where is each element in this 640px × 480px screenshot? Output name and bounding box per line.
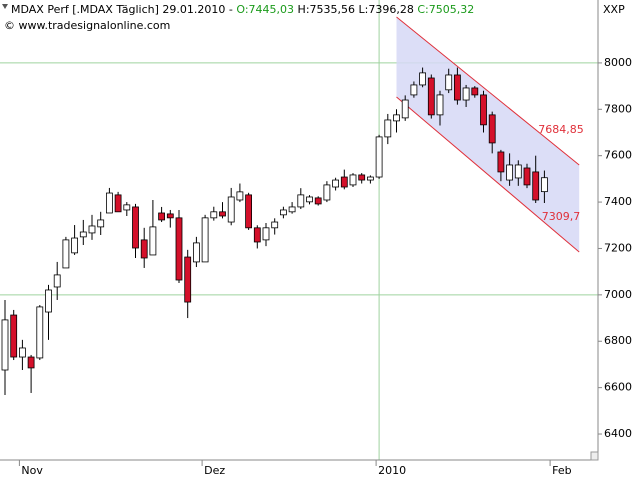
candle-body <box>36 306 44 359</box>
candle-body <box>262 227 270 241</box>
candle-body <box>532 171 540 201</box>
candle-body <box>166 213 174 219</box>
x-tick-label: Nov <box>21 464 43 477</box>
x-tick-label: 2010 <box>378 464 406 477</box>
candle-body <box>114 194 122 213</box>
candle-body <box>236 191 244 201</box>
y-tick-label: 6600 <box>604 381 632 394</box>
candle-body <box>349 174 357 186</box>
candle-body <box>253 227 261 243</box>
channel-line <box>396 96 580 253</box>
candle-body <box>1 319 9 371</box>
candle-body <box>227 196 235 223</box>
copyright: © www.tradesignalonline.com <box>4 19 170 32</box>
candle-body <box>480 94 487 126</box>
candle-body <box>375 136 383 178</box>
y-tick-label: 6400 <box>604 427 632 440</box>
candle-body <box>332 179 340 188</box>
candle-body <box>384 119 392 138</box>
candle-body <box>210 211 218 219</box>
candle-body <box>123 204 131 211</box>
candle-body <box>88 225 96 234</box>
axis-label: XXP <box>603 3 625 16</box>
candle-body <box>445 74 453 91</box>
y-tick-label: 6800 <box>604 334 632 347</box>
plot-area: 7684,85 7309,7 <box>0 0 598 460</box>
candle-body <box>523 167 531 186</box>
candle-body <box>158 212 166 221</box>
candle-body <box>427 77 435 116</box>
candle-body <box>53 274 61 288</box>
title: MDAX Perf [.MDAX Täglich] 29.01.2010 - <box>11 3 233 16</box>
candle-body <box>436 94 444 116</box>
candle-body <box>149 226 157 256</box>
candle-body <box>106 192 113 214</box>
candle-body <box>393 114 400 122</box>
candle-body <box>497 151 505 173</box>
chart-title: MDAX Perf [.MDAX Täglich] 29.01.2010 - O… <box>11 3 474 16</box>
candle-body <box>10 314 18 358</box>
channel-line <box>396 16 580 166</box>
y-tick-label: 7200 <box>604 241 632 254</box>
candle-body <box>27 356 35 369</box>
candle-body <box>45 289 52 313</box>
candle-body <box>219 211 226 217</box>
candle-body <box>488 114 496 144</box>
x-tick-label: Feb <box>552 464 571 477</box>
candle-body <box>314 197 322 205</box>
candle-body <box>471 87 479 96</box>
candle-body <box>358 174 366 181</box>
candle-body <box>366 176 374 181</box>
candle-body <box>18 347 26 358</box>
quote-high-low: H:7535,56 L:7396,28 <box>298 3 414 16</box>
candle-body <box>306 196 313 203</box>
corner-icon <box>590 451 599 461</box>
candle-body <box>201 217 209 263</box>
candle-body <box>288 206 296 213</box>
candle-body <box>541 177 548 193</box>
candle-body <box>410 84 418 96</box>
y-tick-label: 7400 <box>604 195 632 208</box>
candle-body <box>506 164 514 181</box>
y-tick-label: 7800 <box>604 102 632 115</box>
candle-body <box>62 239 70 269</box>
candle-body <box>279 209 287 216</box>
candle-body <box>271 221 279 229</box>
y-tick-label: 7000 <box>604 288 632 301</box>
candle-body <box>245 194 253 229</box>
y-tick-label: 8000 <box>604 56 632 69</box>
candle-body <box>340 176 348 188</box>
menu-icon <box>2 4 8 9</box>
candle-body <box>97 219 105 228</box>
channel-label: 7309,7 <box>542 210 581 223</box>
candle-body <box>514 164 522 179</box>
candle-body <box>175 217 183 281</box>
candle-body <box>184 256 192 303</box>
candle-body <box>462 87 470 101</box>
candle-body <box>323 184 331 201</box>
candle-body <box>132 206 139 249</box>
candle-body <box>71 237 78 254</box>
candle-body <box>401 99 409 119</box>
channel-label: 7684,85 <box>538 123 584 136</box>
y-tick-label: 7600 <box>604 149 632 162</box>
candle-body <box>453 74 461 101</box>
x-tick-label: Dez <box>204 464 225 477</box>
candle-body <box>419 72 427 86</box>
quote-open: O:7445,03 <box>236 3 294 16</box>
quote-close: C:7505,32 <box>417 3 474 16</box>
candle-body <box>79 231 87 238</box>
candle-body <box>192 242 200 263</box>
candle-body <box>140 239 148 259</box>
candle-body <box>297 194 305 208</box>
